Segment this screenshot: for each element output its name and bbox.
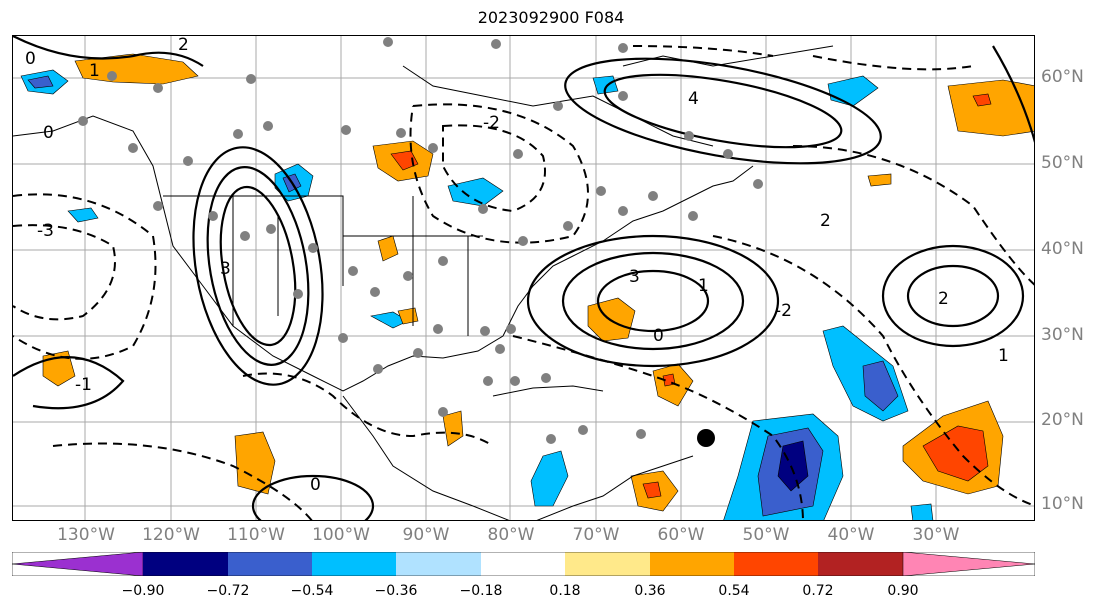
contour-label: 2	[820, 211, 831, 231]
contour-label: -2	[775, 301, 792, 321]
contour-label: 2	[938, 289, 949, 309]
coastlines	[13, 45, 834, 520]
lat-label: 30°N	[1041, 325, 1084, 345]
colorbar-segment	[228, 552, 312, 576]
colorbar-tick: −0.18	[459, 583, 503, 599]
colorbar-min-extend	[12, 552, 144, 576]
forecast-map: 0 2 1 3 -2 4 -3 0 1 2 3 -1 0 -2 1 0 2	[12, 35, 1035, 521]
map-title: 2023092900 F084	[477, 8, 625, 27]
contour-label: 3	[629, 267, 640, 287]
colorbar-tick: 0.90	[887, 583, 919, 599]
contour-label: 1	[89, 61, 100, 81]
colorbar-segment	[481, 552, 565, 576]
colorbar-tick: 0.54	[718, 583, 750, 599]
colorbar-tick: 0.72	[802, 583, 834, 599]
lat-label: 20°N	[1041, 410, 1084, 430]
contour-label: -3	[37, 221, 54, 241]
storm-center-marker	[697, 429, 715, 447]
lat-label: 40°N	[1041, 239, 1084, 259]
lon-label: 60°W	[657, 525, 705, 545]
contour-label: -1	[75, 375, 92, 395]
colorbar-max-extend	[902, 552, 1035, 576]
lon-label: 30°W	[912, 525, 960, 545]
lon-label: 100°W	[312, 525, 370, 545]
lat-label: 60°N	[1041, 67, 1084, 87]
contour-label: 3	[220, 259, 231, 279]
map-svg: 0 2 1 3 -2 4 -3 0 1 2 3 -1 0 -2 1 0 2	[13, 36, 1034, 520]
lon-label: 50°W	[742, 525, 790, 545]
solid-contours	[13, 36, 1034, 520]
contour-label: 1	[698, 276, 709, 296]
contour-label: -2	[483, 113, 500, 133]
colorbar-tick: −0.54	[290, 583, 334, 599]
colorbar-tick: −0.36	[374, 583, 418, 599]
contour-label: 0	[43, 123, 54, 143]
lon-label: 110°W	[227, 525, 285, 545]
colorbar-segment	[312, 552, 396, 576]
contour-label: 0	[310, 475, 321, 495]
colorbar-segment	[143, 552, 228, 576]
colorbar-tick: −0.72	[206, 583, 250, 599]
colorbar-tick: 0.36	[634, 583, 666, 599]
contour-label-group: 0 2 1 3 -2 4 -3 0 1 2 3 -1 0 -2 1 0 2	[25, 36, 1009, 495]
colorbar-segment	[565, 552, 650, 576]
dashed-contours	[13, 45, 1034, 520]
lon-label: 130°W	[57, 525, 115, 545]
lon-label: 70°W	[572, 525, 620, 545]
lon-label: 80°W	[487, 525, 535, 545]
colorbar	[12, 552, 1035, 576]
contour-label: 0	[25, 49, 36, 69]
graticule	[13, 36, 1034, 520]
contour-label: 2	[178, 36, 189, 55]
lon-label: 40°W	[827, 525, 875, 545]
colorbar-segment	[734, 552, 818, 576]
station-dots	[78, 37, 763, 444]
lon-label: 120°W	[142, 525, 200, 545]
colorbar-tick: 0.18	[549, 583, 581, 599]
colorbar-segment	[650, 552, 734, 576]
lat-label: 10°N	[1041, 494, 1084, 514]
contour-label: 4	[688, 89, 699, 109]
contour-label: 1	[998, 346, 1009, 366]
lat-label: 50°N	[1041, 153, 1084, 173]
colorbar-segment	[818, 552, 903, 576]
colorbar-tick: −0.90	[121, 583, 165, 599]
contour-label: 0	[653, 326, 664, 346]
lon-label: 90°W	[402, 525, 450, 545]
